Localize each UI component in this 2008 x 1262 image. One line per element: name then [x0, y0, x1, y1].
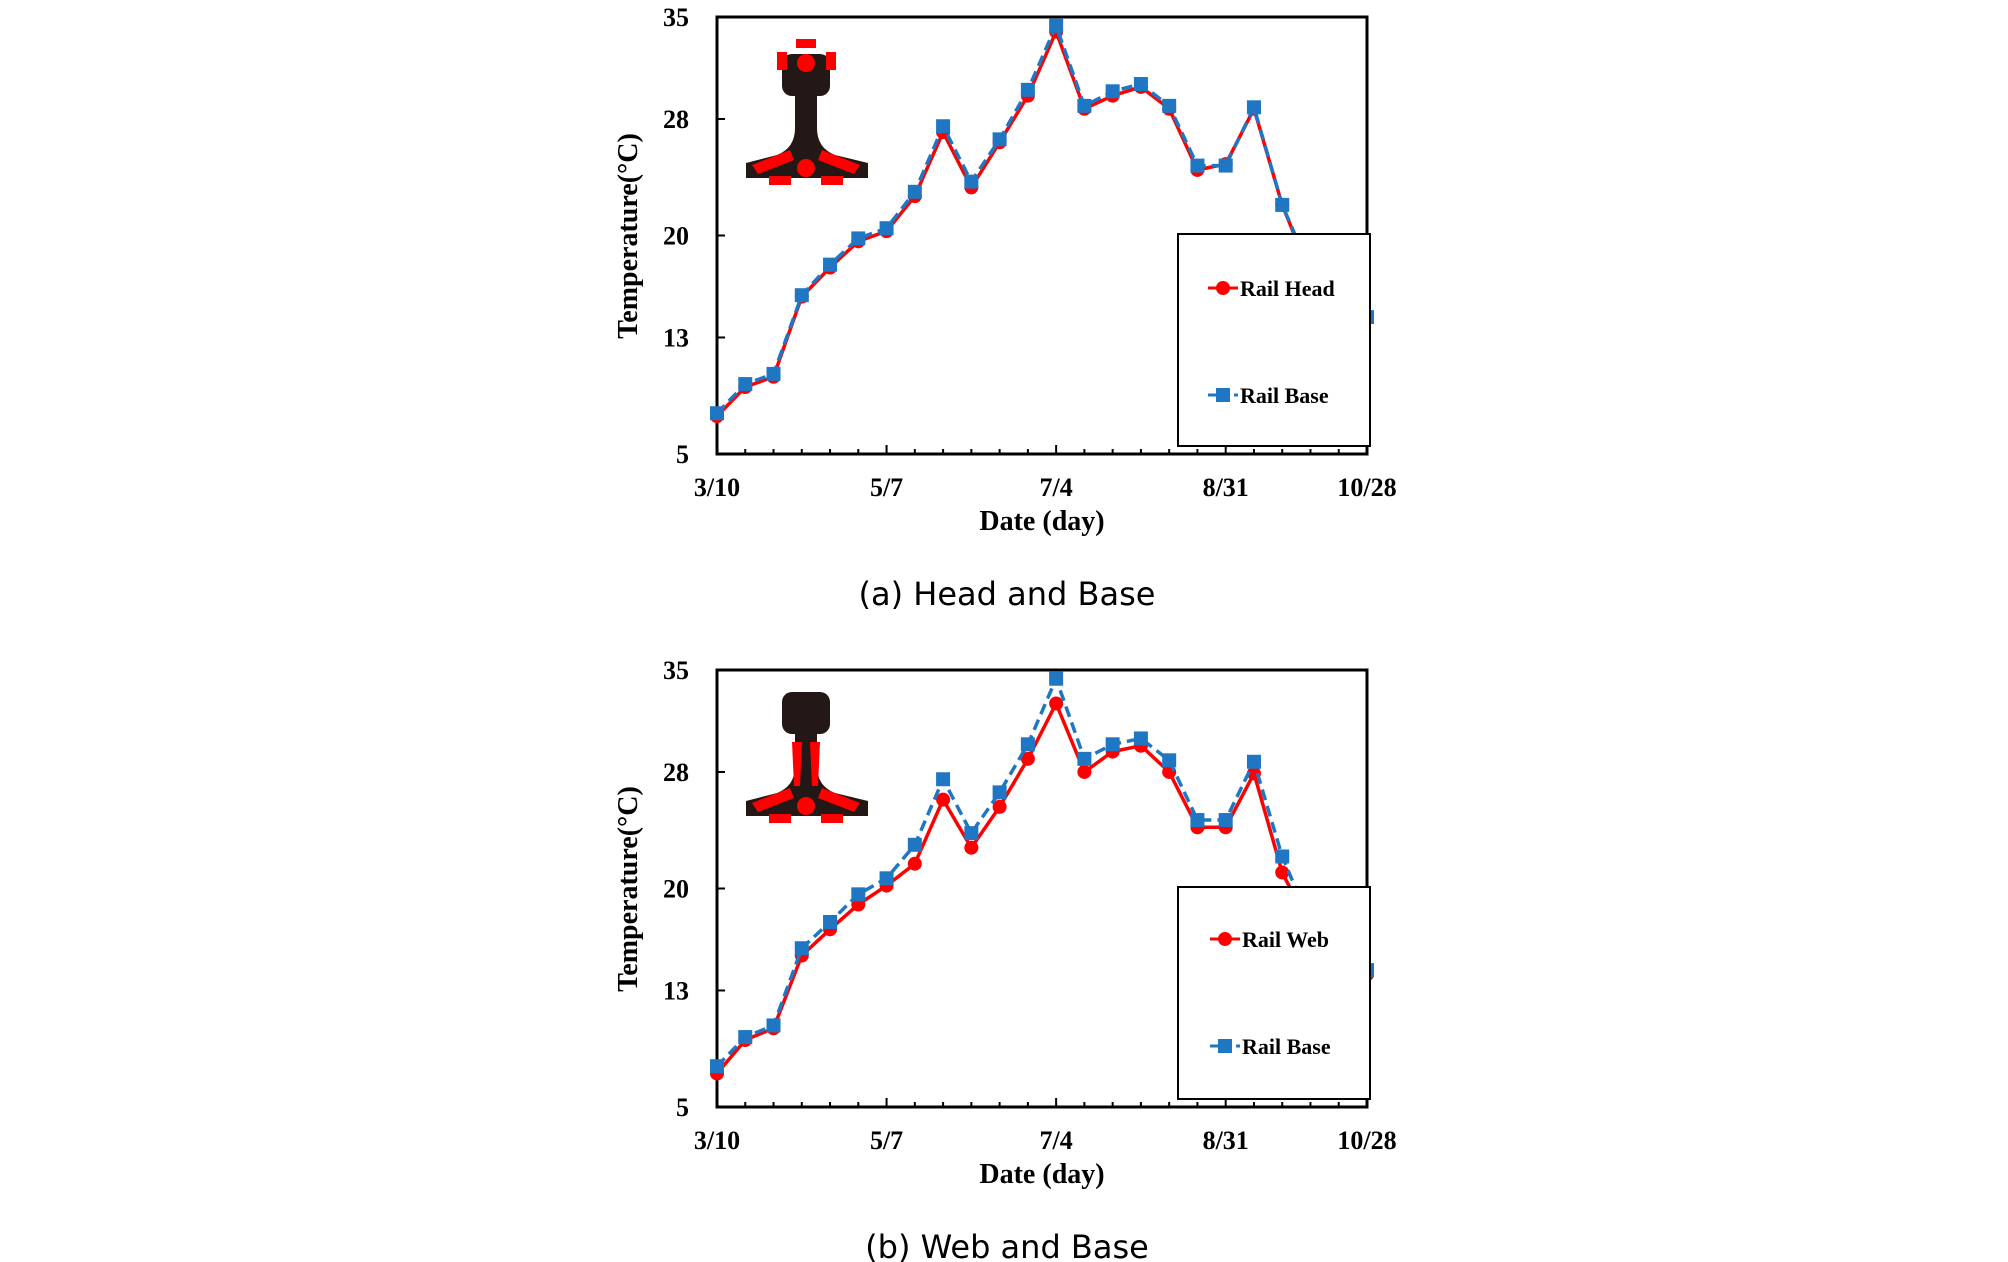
- legend-marker-circle: [1218, 932, 1232, 946]
- legend-label-rail-base: Rail Base: [1242, 1034, 1331, 1059]
- y-axis-title: Temperature(°C): [613, 786, 644, 992]
- legend-box: [1177, 233, 1371, 447]
- data-point: [710, 406, 724, 421]
- data-point: [1077, 98, 1092, 113]
- legend-item-rail-web: Rail Web: [1210, 927, 1329, 952]
- chart-web-base: 5 13 20 28 35 3/10 5/7 7/4 8/31 10/28 Date (day)…: [613, 656, 1397, 1190]
- y-tick-label: 20: [663, 222, 689, 251]
- x-tick-label: 5/7: [870, 1126, 903, 1155]
- data-point: [1162, 753, 1177, 768]
- data-point: [738, 1030, 753, 1045]
- x-tick-label: 8/31: [1203, 1126, 1249, 1155]
- caption-a: (a) Head and Base: [859, 575, 1156, 613]
- data-point: [992, 132, 1007, 147]
- x-tick-label: 7/4: [1040, 473, 1073, 502]
- x-axis-title: Date (day): [979, 1159, 1104, 1190]
- data-point: [1218, 813, 1233, 828]
- legend-marker-square: [1216, 388, 1230, 402]
- data-point: [851, 887, 866, 902]
- data-point: [879, 871, 894, 886]
- x-tick-label: 10/28: [1337, 473, 1396, 502]
- data-point: [766, 1018, 781, 1033]
- data-point: [936, 119, 951, 134]
- data-point: [1133, 731, 1148, 746]
- data-point: [1105, 84, 1120, 99]
- data-point: [794, 941, 809, 956]
- y-tick-label: 13: [663, 323, 689, 352]
- legend-label-rail-base: Rail Base: [1240, 383, 1329, 408]
- data-point: [823, 915, 838, 930]
- x-axis-title: Date (day): [979, 506, 1104, 537]
- legend-marker-square: [1218, 1039, 1232, 1053]
- legend-label-rail-web: Rail Web: [1242, 927, 1329, 952]
- y-tick-label: 5: [676, 440, 689, 469]
- data-point: [964, 826, 979, 841]
- y-tick-label: 5: [676, 1093, 689, 1122]
- data-point: [936, 772, 951, 787]
- data-point: [851, 231, 866, 246]
- data-point: [766, 366, 781, 381]
- data-point: [1190, 158, 1205, 173]
- data-point: [1218, 158, 1233, 173]
- data-point: [1275, 197, 1290, 212]
- y-tick-label: 28: [663, 758, 689, 787]
- data-point: [992, 799, 1007, 814]
- x-tick-label: 7/4: [1040, 1126, 1073, 1155]
- data-point: [907, 837, 922, 852]
- x-axis-ticks: 3/10 5/7 7/4 8/31 10/28: [694, 1098, 1397, 1155]
- y-tick-label: 35: [663, 3, 689, 32]
- y-tick-label: 28: [663, 105, 689, 134]
- legend-box: [1177, 886, 1371, 1100]
- data-point: [1049, 696, 1064, 711]
- data-point: [964, 174, 979, 189]
- x-tick-label: 3/10: [694, 1126, 740, 1155]
- x-tick-label: 8/31: [1203, 473, 1249, 502]
- data-point: [936, 792, 951, 807]
- y-axis-title: Temperature(°C): [613, 133, 644, 339]
- series-line-rail-base: [715, 676, 1369, 1068]
- data-point: [710, 1059, 724, 1074]
- y-axis-ticks: 5 13 20 28 35: [663, 3, 725, 469]
- x-tick-label: 10/28: [1337, 1126, 1396, 1155]
- data-point: [738, 377, 753, 392]
- data-point: [794, 288, 809, 303]
- caption-b: (b) Web and Base: [865, 1228, 1149, 1262]
- data-point: [907, 184, 922, 199]
- data-point: [1049, 18, 1064, 33]
- legend-item-rail-base: Rail Base: [1208, 383, 1329, 408]
- data-point: [1020, 737, 1035, 752]
- data-point: [907, 856, 922, 871]
- data-point: [1077, 751, 1092, 766]
- y-tick-label: 35: [663, 656, 689, 685]
- data-point: [1246, 100, 1261, 115]
- data-point: [879, 221, 894, 236]
- legend-marker-circle: [1216, 281, 1230, 295]
- y-axis-ticks: 5 13 20 28 35: [663, 656, 725, 1122]
- legend-item-rail-head: Rail Head: [1208, 276, 1335, 301]
- x-tick-label: 3/10: [694, 473, 740, 502]
- data-point: [1275, 849, 1290, 864]
- data-point: [1162, 98, 1177, 113]
- legend-item-rail-base: Rail Base: [1210, 1034, 1331, 1059]
- data-point: [1020, 751, 1035, 766]
- data-point: [1190, 813, 1205, 828]
- data-point: [1105, 737, 1120, 752]
- data-point: [823, 257, 838, 272]
- data-point: [1049, 671, 1064, 686]
- rail-web-base-icon: [746, 692, 868, 823]
- data-point: [1275, 865, 1290, 880]
- x-tick-label: 5/7: [870, 473, 903, 502]
- data-point: [964, 840, 979, 855]
- data-point: [1020, 82, 1035, 97]
- data-point: [992, 785, 1007, 800]
- chart-head-base: 5 13 20 28 35 3/10 5/7 7/4 8/31 10/28 Date (day)…: [613, 3, 1397, 537]
- rail-head-base-icon: [746, 39, 868, 185]
- data-point: [1246, 754, 1261, 769]
- y-tick-label: 20: [663, 875, 689, 904]
- data-point: [1133, 77, 1148, 92]
- legend-label-rail-head: Rail Head: [1240, 276, 1335, 301]
- y-tick-label: 13: [663, 976, 689, 1005]
- data-point: [1077, 764, 1092, 779]
